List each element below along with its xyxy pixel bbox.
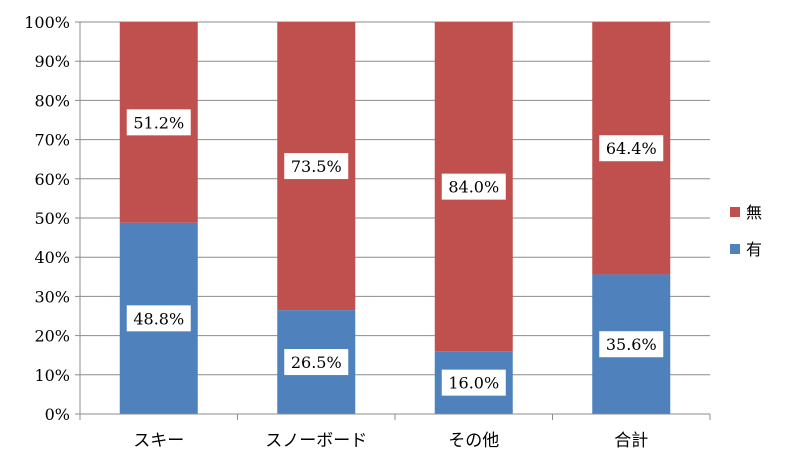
data-label: 16.0% — [441, 369, 506, 396]
data-labels: 48.8% 51.2% 26.5% 73.5% 16.0% 84.0% 35.6% 64.4% — [126, 109, 664, 396]
y-tick-label: 40% — [34, 248, 70, 267]
data-label: 35.6% — [599, 331, 664, 358]
y-tick-label: 30% — [34, 287, 70, 306]
y-axis-ticks: 0% 10% 20% 30% 40% 50% 60% 70% 80% 90% 100% — [24, 13, 70, 424]
legend: 無有 — [730, 203, 762, 259]
x-category-label: スノーボード — [265, 431, 367, 451]
legend-label: 無 — [746, 203, 762, 222]
data-label-box — [599, 135, 664, 162]
axes — [75, 21, 711, 420]
data-label-text: 73.5% — [291, 157, 342, 176]
data-label: 51.2% — [126, 109, 191, 136]
data-label-text: 48.8% — [133, 309, 184, 328]
data-label-text: 64.4% — [606, 139, 657, 158]
data-label: 64.4% — [599, 135, 664, 162]
legend-swatch — [730, 244, 740, 254]
y-tick-label: 70% — [34, 131, 70, 150]
y-tick-label: 100% — [24, 13, 70, 32]
data-label-box — [284, 349, 349, 376]
data-label-text: 84.0% — [448, 178, 499, 197]
data-label-box — [441, 173, 506, 200]
y-tick-label: 0% — [45, 405, 70, 424]
data-label: 26.5% — [284, 349, 349, 376]
data-label-text: 35.6% — [606, 335, 657, 354]
legend-swatch — [730, 207, 740, 217]
x-category-label: スキー — [133, 431, 184, 451]
x-category-label: その他 — [448, 431, 499, 451]
y-tick-label: 20% — [34, 327, 70, 346]
data-label-text: 26.5% — [291, 353, 342, 372]
data-label: 48.8% — [126, 305, 191, 332]
data-label-box — [599, 331, 664, 358]
data-label-box — [126, 305, 191, 332]
y-tick-label: 90% — [34, 52, 70, 71]
y-tick-label: 60% — [34, 170, 70, 189]
data-label: 84.0% — [441, 173, 506, 200]
data-label-text: 16.0% — [448, 374, 499, 393]
x-category-label: 合計 — [614, 431, 648, 451]
y-tick-label: 50% — [34, 209, 70, 228]
y-tick-label: 80% — [34, 91, 70, 110]
data-label-box — [284, 153, 349, 180]
data-label: 73.5% — [284, 153, 349, 180]
data-label-box — [441, 369, 506, 396]
data-label-box — [126, 109, 191, 136]
data-label-text: 51.2% — [133, 113, 184, 132]
legend-label: 有 — [746, 240, 762, 259]
y-tick-label: 10% — [34, 366, 70, 385]
x-axis-labels: スキー スノーボード その他 合計 — [133, 431, 648, 451]
